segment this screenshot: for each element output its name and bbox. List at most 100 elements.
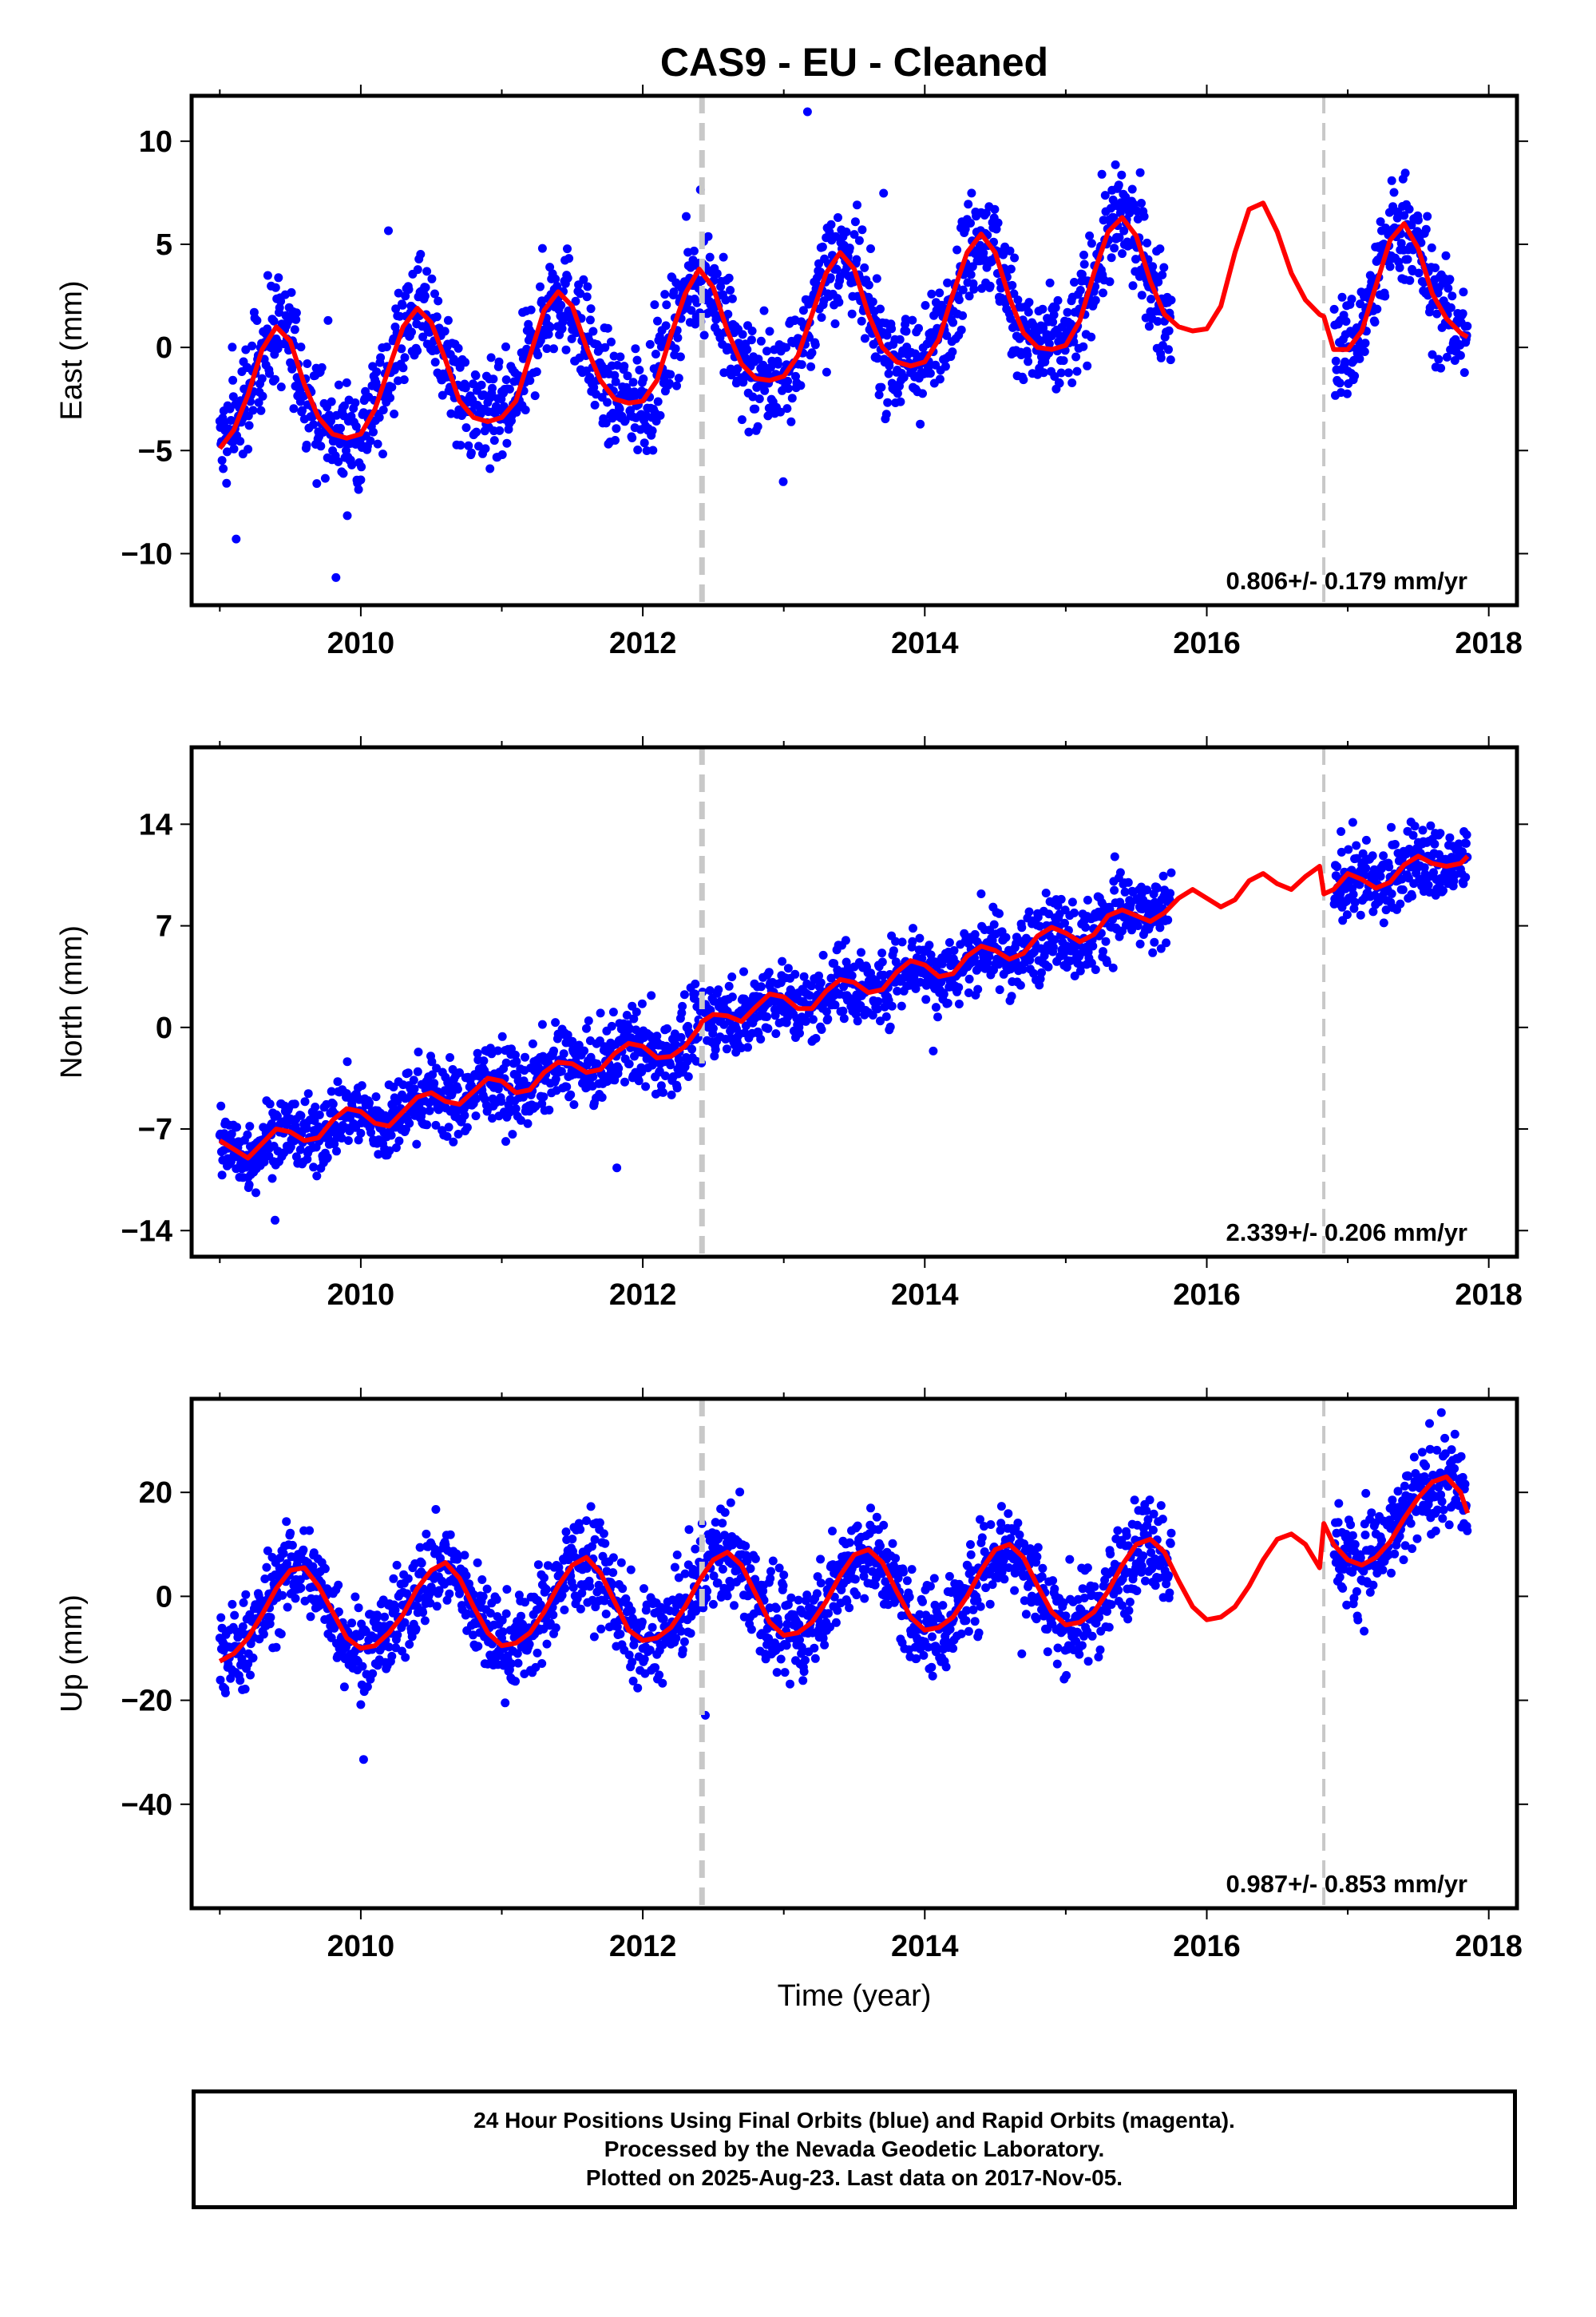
data-point — [559, 1049, 568, 1059]
data-point — [1342, 389, 1352, 398]
east-y-axis-label: East (mm) — [55, 280, 89, 420]
data-point — [494, 357, 504, 366]
data-point — [382, 343, 391, 351]
data-point — [683, 1072, 693, 1081]
data-point — [864, 280, 873, 290]
data-point — [461, 383, 470, 393]
data-point — [300, 1097, 310, 1107]
data-point — [343, 1136, 353, 1145]
data-point — [440, 327, 449, 336]
data-point — [943, 999, 952, 1008]
data-point — [989, 920, 999, 929]
data-point — [1097, 169, 1107, 179]
data-point — [778, 477, 788, 486]
data-point — [945, 938, 954, 947]
data-point — [718, 1519, 727, 1528]
data-point — [1024, 907, 1034, 917]
data-point — [265, 369, 274, 378]
data-point — [830, 1000, 840, 1010]
data-point — [1118, 249, 1127, 259]
data-point — [1087, 239, 1096, 248]
data-point — [632, 355, 642, 365]
data-point — [1420, 863, 1429, 873]
data-point — [265, 1619, 275, 1629]
data-point — [771, 1029, 781, 1039]
data-point — [365, 1098, 374, 1107]
data-point — [801, 1016, 810, 1026]
data-point — [1155, 923, 1165, 933]
data-point — [596, 1008, 605, 1018]
data-point — [219, 464, 228, 473]
data-point — [257, 374, 267, 383]
data-point — [633, 446, 643, 454]
data-point — [616, 1630, 625, 1639]
data-point — [1128, 281, 1138, 291]
data-point — [1333, 862, 1342, 872]
data-point — [655, 410, 665, 420]
data-point — [1337, 847, 1346, 857]
data-point — [612, 1622, 622, 1632]
data-point — [756, 982, 766, 992]
data-point — [624, 1059, 634, 1069]
data-point — [432, 1602, 442, 1611]
data-point — [714, 985, 723, 995]
data-point — [521, 1052, 529, 1062]
data-point — [628, 378, 638, 387]
data-point — [245, 1122, 255, 1131]
data-point — [1389, 188, 1399, 197]
data-point — [216, 1613, 226, 1622]
data-point — [779, 1570, 789, 1580]
data-point — [942, 331, 952, 340]
data-point — [795, 1635, 804, 1645]
data-point — [735, 1487, 745, 1497]
data-point — [1115, 233, 1124, 242]
data-point — [400, 1618, 410, 1627]
data-point — [1329, 304, 1339, 314]
data-point — [323, 315, 333, 325]
data-point — [397, 344, 406, 354]
data-point — [1123, 877, 1133, 887]
data-point — [921, 995, 931, 1004]
data-point — [798, 306, 808, 315]
data-point — [834, 298, 844, 307]
data-point — [608, 1568, 618, 1578]
data-point — [967, 188, 976, 198]
data-point — [1384, 862, 1394, 872]
data-point — [958, 285, 968, 295]
data-point — [887, 1001, 897, 1011]
data-point — [574, 1040, 584, 1050]
data-point — [1010, 253, 1020, 263]
data-point — [1166, 295, 1176, 305]
data-point — [216, 1675, 225, 1685]
data-point — [925, 369, 935, 378]
data-point — [223, 447, 232, 457]
data-point — [708, 1599, 718, 1609]
data-point — [1361, 863, 1371, 873]
data-point — [427, 1057, 437, 1067]
data-point — [1099, 947, 1107, 957]
data-point — [413, 265, 422, 275]
data-point — [911, 984, 921, 993]
data-point — [608, 1553, 618, 1562]
data-point — [721, 295, 731, 305]
data-point — [1337, 827, 1346, 836]
data-point — [703, 1586, 712, 1596]
data-point — [952, 245, 962, 255]
data-point — [400, 353, 410, 362]
data-point — [460, 1111, 469, 1120]
data-point — [743, 1556, 752, 1566]
data-point — [356, 475, 366, 485]
data-point — [244, 445, 253, 454]
data-point — [327, 1087, 336, 1096]
data-point — [1111, 160, 1120, 169]
data-point — [1418, 826, 1428, 835]
data-point — [1155, 244, 1165, 254]
data-point — [1006, 264, 1016, 274]
data-point — [401, 1653, 410, 1662]
data-point — [849, 230, 859, 240]
data-point — [1156, 944, 1166, 953]
data-point — [536, 282, 545, 291]
data-point — [621, 1594, 631, 1603]
data-point — [1387, 822, 1396, 832]
data-point — [663, 1024, 671, 1033]
